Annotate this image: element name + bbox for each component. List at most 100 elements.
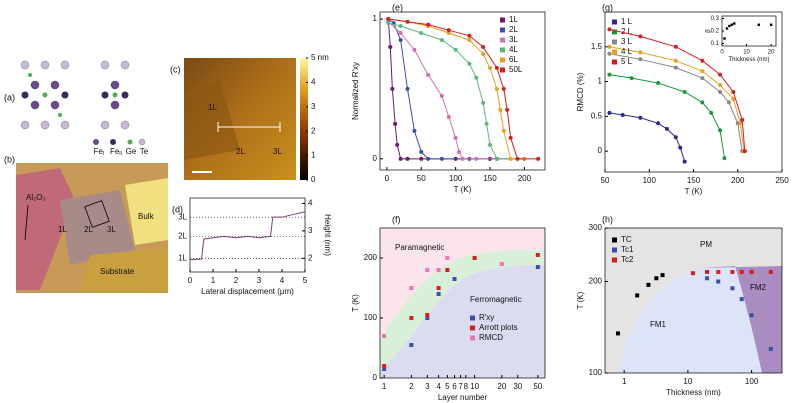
legend-label: TC xyxy=(621,235,632,244)
image-label: 2L xyxy=(236,147,245,156)
marker xyxy=(439,156,444,161)
marker xyxy=(505,107,510,112)
legend-label: Arrott plots xyxy=(479,323,518,332)
marker xyxy=(716,269,721,274)
legend-label: 50L xyxy=(509,65,523,74)
marker xyxy=(398,30,403,35)
series-line xyxy=(388,18,539,160)
x-tick-label: 20 xyxy=(768,50,775,56)
series-line xyxy=(609,74,725,159)
marker xyxy=(386,16,391,21)
chart: 0 10 20 0.1 0.2 0.3 Thickness (nm) β xyxy=(706,15,777,63)
marker xyxy=(629,76,634,81)
marker xyxy=(718,72,723,77)
annotation: Ferromagnetic xyxy=(470,295,522,304)
marker xyxy=(700,58,705,63)
y-tick-label: 0.3 xyxy=(711,16,720,22)
marker xyxy=(382,367,387,371)
panel-label: (c) xyxy=(170,64,181,74)
marker xyxy=(749,313,754,318)
marker xyxy=(412,47,417,52)
marker xyxy=(425,316,430,320)
x-tick-label: 4 xyxy=(280,276,285,285)
marker xyxy=(664,126,669,131)
x-tick-label: 5 xyxy=(445,382,450,391)
marker xyxy=(453,47,458,52)
marker xyxy=(660,273,665,278)
marker xyxy=(405,86,410,91)
series-line xyxy=(609,28,746,152)
x-axis-label: T (K) xyxy=(454,185,472,194)
marker xyxy=(716,279,721,284)
marker xyxy=(635,293,640,298)
legend-label: 3 L xyxy=(621,37,633,46)
x-tick-label: 200 xyxy=(731,176,745,185)
x-tick-label: 10 xyxy=(743,50,750,56)
marker xyxy=(733,22,736,25)
marker xyxy=(446,28,451,33)
y-tick-label: 3 xyxy=(308,226,313,235)
marker xyxy=(398,156,403,161)
x-tick-label: 0 xyxy=(188,276,193,285)
marker xyxy=(467,61,472,66)
y-tick-label: 0.5 xyxy=(591,111,603,120)
colorbar-tick-label: 3 xyxy=(311,102,316,111)
x-tick-label: 8 xyxy=(464,382,469,391)
x-tick-label: 0 xyxy=(720,50,724,56)
legend-label: 1 L xyxy=(621,17,633,26)
marker xyxy=(638,34,643,39)
y-tick-label: 0 xyxy=(598,146,603,155)
marker xyxy=(426,156,431,161)
marker xyxy=(395,142,400,147)
marker xyxy=(481,100,486,105)
marker xyxy=(731,96,736,101)
marker xyxy=(390,86,395,91)
marker xyxy=(678,145,683,150)
marker xyxy=(445,268,450,272)
marker xyxy=(673,135,678,140)
y-tick-label: 2 xyxy=(308,253,313,262)
marker xyxy=(607,44,612,49)
afm-image xyxy=(184,58,308,180)
marker xyxy=(488,142,492,147)
y-tick-label: 0.2 xyxy=(711,29,720,35)
x-tick-label: 2 xyxy=(234,276,239,285)
x-tick-label: 1 xyxy=(622,377,627,386)
series-line xyxy=(388,18,525,160)
image-label: Substrate xyxy=(100,267,135,276)
marker xyxy=(656,80,661,85)
plot-frame xyxy=(189,197,306,273)
marker xyxy=(749,269,754,274)
y-tick-label: 200 xyxy=(589,277,603,286)
marker xyxy=(739,269,744,274)
image-label: 1L xyxy=(58,225,67,234)
legend-swatch xyxy=(612,49,617,55)
x-tick-label: 250 xyxy=(775,176,789,185)
crystal-structure xyxy=(20,60,146,146)
marker xyxy=(656,121,661,126)
legend-swatch xyxy=(500,27,505,33)
marker xyxy=(508,156,513,161)
marker xyxy=(768,346,773,351)
y-axis-label: β xyxy=(706,29,712,33)
x-tick-label: 4 xyxy=(436,382,441,391)
annotation: FM1 xyxy=(650,320,667,329)
chart: 1 2 3 4 5 6 7 8 10 20 30 50 0 100 200 Layer number T (K)… xyxy=(351,214,546,402)
marker xyxy=(718,90,723,94)
panel-label: (e) xyxy=(392,2,403,12)
marker xyxy=(638,50,643,55)
phase-regions xyxy=(380,228,782,378)
annotation: FM2 xyxy=(750,283,767,292)
marker xyxy=(769,23,773,26)
marker xyxy=(398,23,403,28)
marker xyxy=(535,265,540,269)
marker xyxy=(620,112,625,117)
plot-frame xyxy=(604,227,783,374)
legend-label: 6L xyxy=(509,55,518,64)
marker xyxy=(445,256,450,260)
x-tick-label: 50 xyxy=(601,176,610,185)
legend-label: 1L xyxy=(509,15,518,24)
x-axis-label: T (K) xyxy=(685,187,703,196)
colorbar-tick-label: 0 xyxy=(311,175,316,184)
legend-label: 4 L xyxy=(621,47,633,56)
